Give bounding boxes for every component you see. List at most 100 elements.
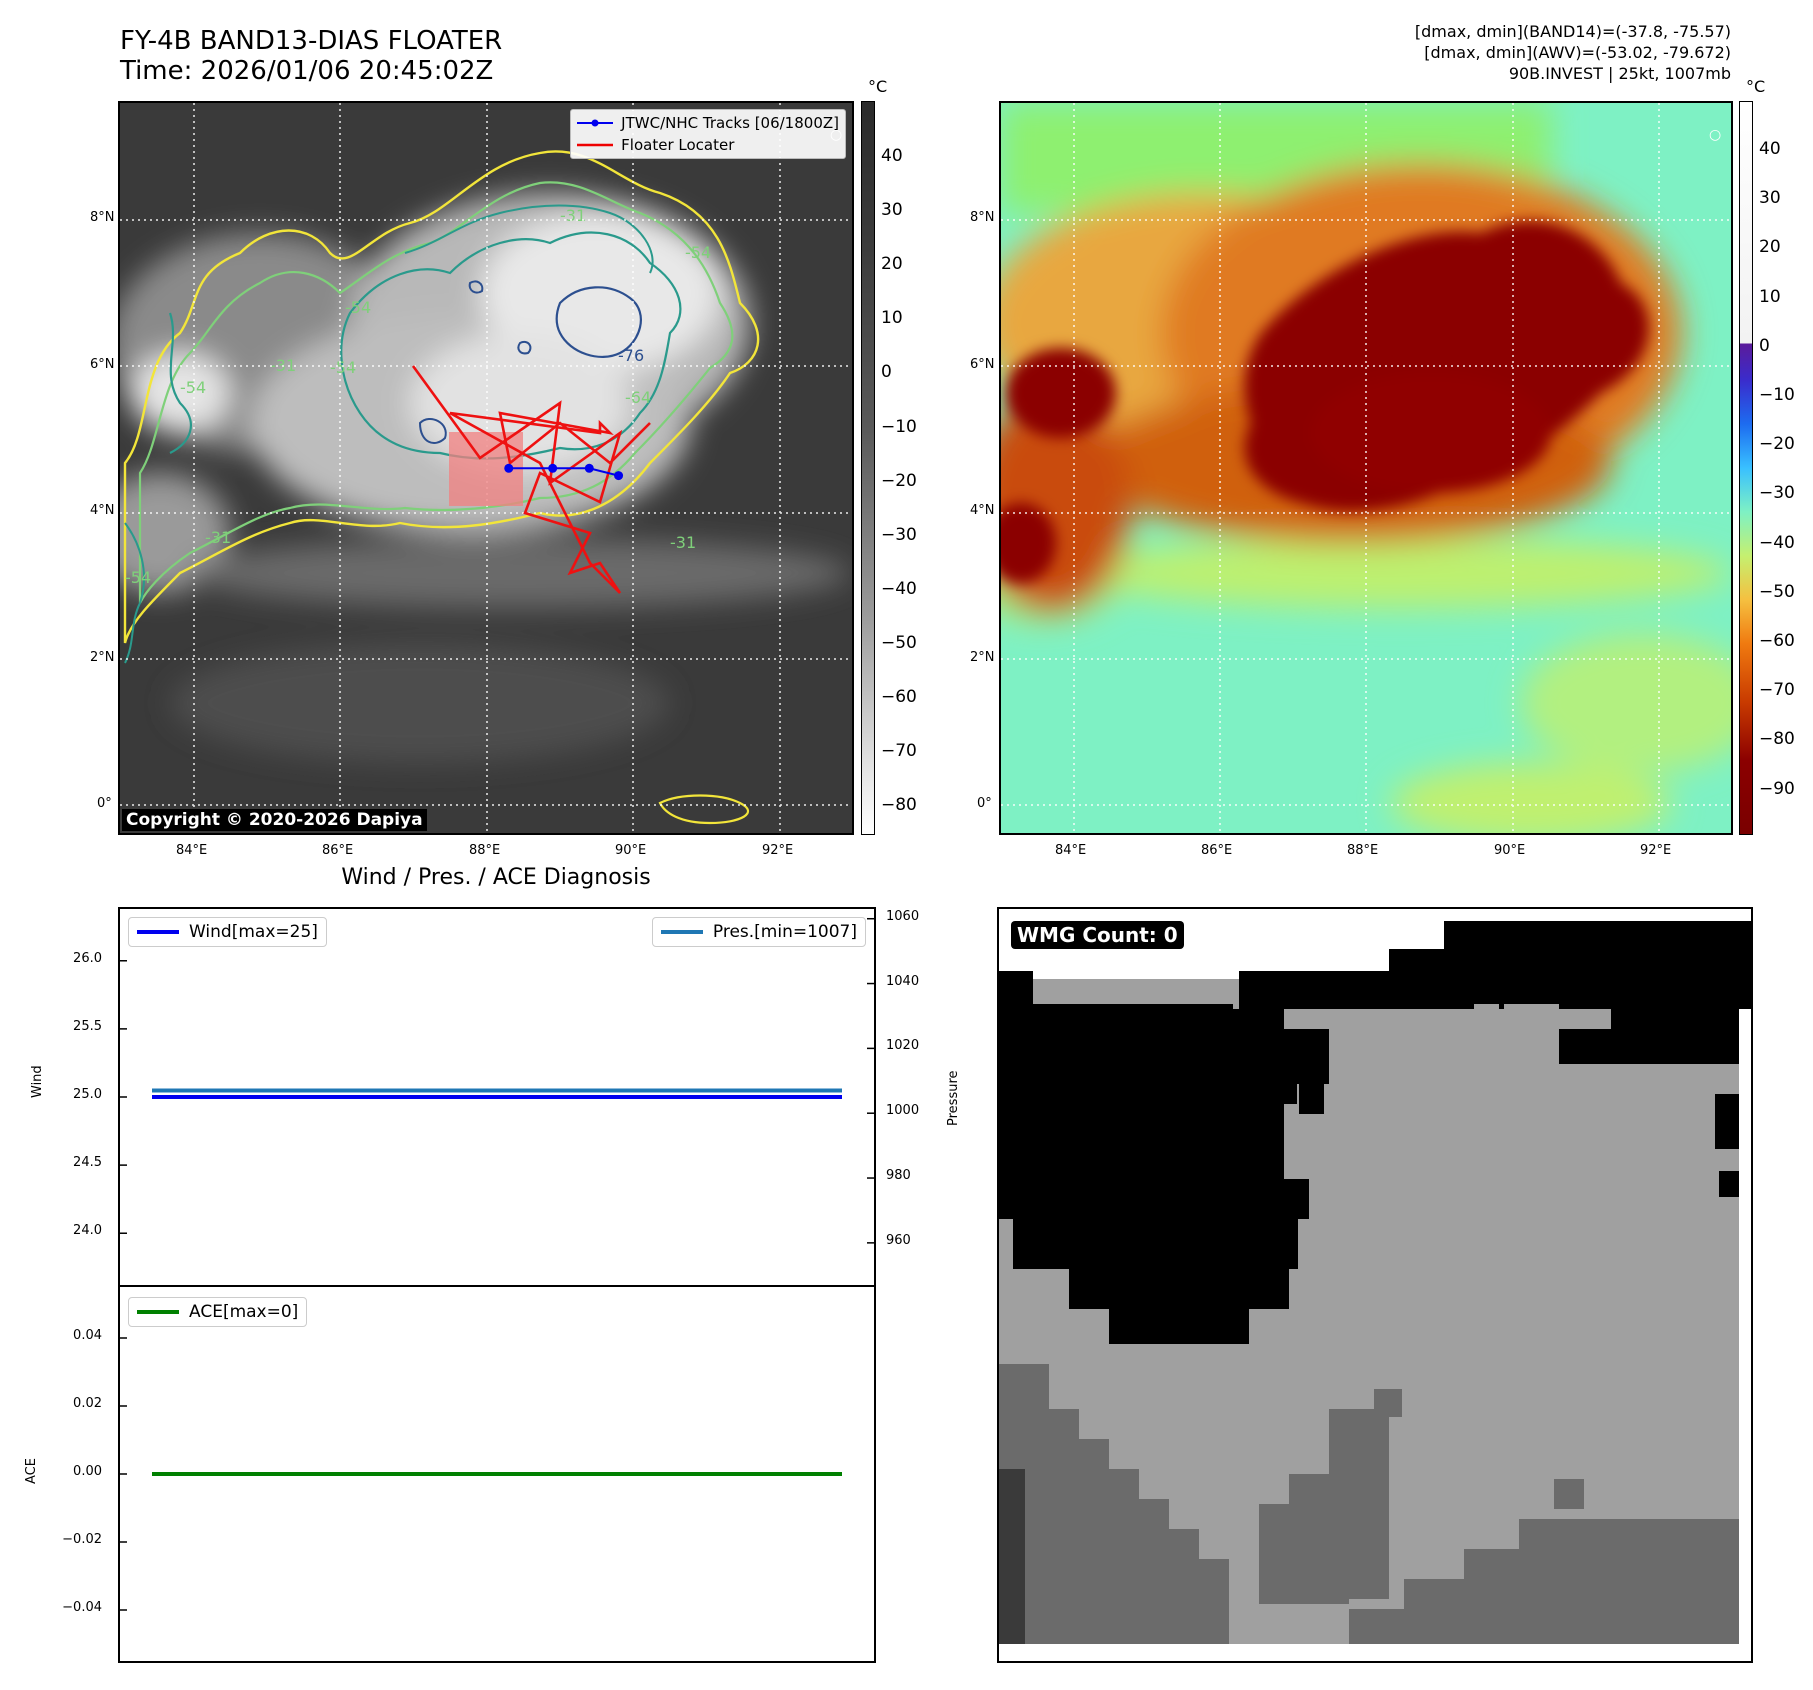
lat-tick: 8°N: [970, 210, 995, 225]
colorbar-tick: −50: [881, 632, 917, 653]
lon-tick: 84°E: [176, 843, 208, 858]
lat-tick: 2°N: [90, 650, 115, 665]
info-band14: [dmax, dmin](BAND14)=(-37.8, -75.57): [1414, 22, 1731, 41]
color-colorbar: [1739, 101, 1753, 835]
colorbar-tick: 40: [881, 146, 903, 166]
colorbar-tick: 20: [881, 254, 903, 275]
ace-plot: [120, 1337, 842, 1611]
color-map-canvas: ○: [1001, 103, 1731, 833]
lat-tick: 6°N: [970, 357, 995, 372]
pressure-axis-label: Pressure: [946, 1070, 961, 1126]
pres-legend: Pres.[min=1007]: [651, 917, 866, 947]
lon-tick: 92°E: [1640, 843, 1672, 858]
lat-tick: 0°: [97, 796, 112, 811]
colorbar-tick: 30: [1759, 188, 1781, 209]
wmg-count-badge: WMG Count: 0: [1011, 921, 1184, 949]
lat-tick: 2°N: [970, 650, 995, 665]
ace-tick-label: −0.04: [62, 1600, 102, 1615]
colorbar-tick: −60: [881, 687, 917, 707]
wind-pres-plot: [120, 917, 874, 1244]
contour-label: -31: [205, 528, 231, 547]
pres-tick-label: 980: [886, 1168, 911, 1184]
info-storm: 90B.INVEST | 25kt, 1007mb: [1508, 64, 1731, 83]
ace-tick-label: −0.02: [62, 1532, 102, 1547]
wind-legend-label: Wind[max=25]: [189, 922, 318, 942]
colorbar-tick: −80: [881, 795, 917, 816]
lon-tick: 86°E: [322, 843, 354, 858]
info-awv: [dmax, dmin](AWV)=(-53.02, -79.672): [1424, 43, 1731, 62]
colorbar-tick: −70: [1759, 680, 1795, 701]
colorbar-tick: −20: [881, 470, 917, 491]
ace-tick-label: 0.00: [73, 1464, 102, 1479]
lon-tick: 88°E: [469, 843, 501, 858]
wind-axis-label: Wind: [30, 1065, 45, 1098]
ace-legend: ACE[max=0]: [128, 1297, 308, 1327]
wind-legend-swatch: [137, 930, 179, 934]
colorbar-tick: 30: [881, 200, 903, 221]
wmg-canvas: [999, 909, 1751, 1661]
ir-map-canvas: -31 -31 -54 -54 -54 -54 -64 -76 -31 -31 …: [120, 103, 852, 833]
colorbar-tick: 0: [881, 362, 892, 383]
lon-tick: 84°E: [1055, 843, 1087, 858]
colorbar-tick: 20: [1759, 237, 1781, 258]
track-point: [504, 463, 514, 473]
contour-label: -54: [180, 378, 206, 397]
track-line: [508, 467, 619, 477]
contour-label: -76: [618, 346, 644, 365]
wind-tick-label: 25.0: [73, 1087, 102, 1102]
colorbar-tick: −40: [1759, 532, 1795, 553]
pres-legend-swatch: [660, 930, 703, 934]
pres-tick-label: 1020: [886, 1038, 920, 1054]
lat-tick: 4°N: [90, 503, 115, 518]
lat-tick: 8°N: [90, 210, 115, 225]
wind-pres-panel: Wind[max=25] Pres.[min=1007]: [118, 907, 876, 1287]
ace-tick-label: 0.04: [73, 1328, 102, 1343]
lon-tick: 90°E: [1494, 843, 1526, 858]
contour-label: -64: [625, 388, 651, 407]
color-map: ○: [999, 101, 1733, 835]
colorbar-tick: −40: [881, 578, 917, 599]
legend-track-label: JTWC/NHC Tracks [06/1800Z]: [621, 114, 839, 132]
contour-labels: -31 -31 -54 -54 -54 -54 -64 -76 -31 -31 …: [125, 206, 711, 587]
lon-tick: 86°E: [1201, 843, 1233, 858]
colorbar-tick: −80: [1759, 729, 1795, 750]
pres-tick-label: 1040: [886, 973, 920, 989]
figure-title: FY-4B BAND13-DIAS FLOATER: [120, 26, 503, 56]
graticule: [120, 103, 852, 833]
ir-map: -31 -31 -54 -54 -54 -54 -64 -76 -31 -31 …: [118, 101, 854, 835]
track-point: [614, 471, 624, 481]
track-point: [584, 463, 594, 473]
legend-locator-label: Floater Locater: [621, 136, 735, 154]
map-legend: JTWC/NHC Tracks [06/1800Z] Floater Locat…: [570, 109, 846, 159]
colorbar-tick: −60: [1759, 631, 1795, 651]
colorbar-tick: 10: [1759, 286, 1781, 307]
colorbar-tick: −30: [881, 524, 917, 545]
ace-legend-label: ACE[max=0]: [189, 1302, 299, 1322]
copyright-badge: Copyright © 2020-2026 Dapiya: [122, 809, 427, 831]
pres-tick-label: 960: [886, 1232, 911, 1248]
colorbar-tick: 40: [1759, 139, 1781, 159]
wind-tick-label: 26.0: [73, 950, 102, 966]
colorbar-tick: −30: [1759, 483, 1795, 504]
colorbar-tick: −10: [1759, 385, 1795, 405]
colorbar-tick: −90: [1759, 778, 1795, 799]
pres-tick-label: 1000: [886, 1103, 920, 1119]
contour-label: -54: [345, 298, 371, 317]
contour-label: -31: [560, 206, 586, 225]
ace-panel: ACE[max=0]: [118, 1285, 876, 1663]
track-point: [548, 463, 558, 473]
lat-tick: 0°: [977, 796, 992, 811]
lon-tick: 92°E: [762, 843, 794, 858]
gray-colorbar: [861, 101, 875, 835]
colorbar-tick: 0: [1759, 335, 1770, 356]
lon-tick: 90°E: [615, 843, 647, 858]
colorbar-tick: −70: [881, 741, 917, 762]
contour-label: -31: [670, 533, 696, 552]
colorbar-tick: −10: [881, 416, 917, 437]
lat-tick: 4°N: [970, 503, 995, 518]
ace-tick-label: 0.02: [73, 1396, 102, 1411]
contour-label: -54: [330, 358, 356, 377]
colorbar-unit: °C: [868, 77, 888, 96]
colorbar-tick: −20: [1759, 434, 1795, 455]
figure-time: Time: 2026/01/06 20:45:02Z: [120, 56, 494, 86]
